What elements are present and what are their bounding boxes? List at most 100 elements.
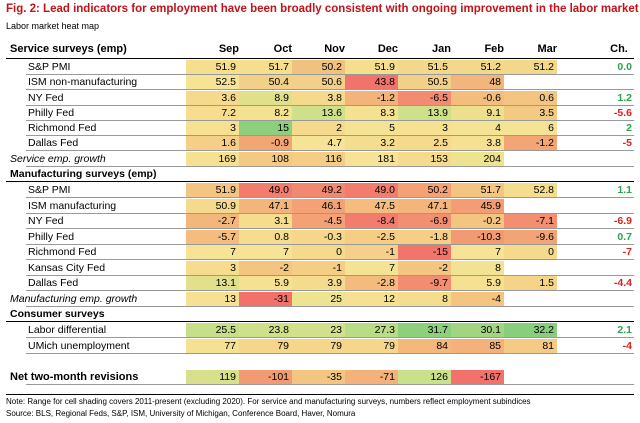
month-header: Feb (484, 43, 504, 55)
month-header: Dec (377, 43, 398, 55)
heatmap-cell: 3.9 (292, 276, 345, 290)
row-label: Kansas City Fed (28, 262, 106, 274)
heatmap-cell: 0 (504, 245, 557, 259)
heatmap-cell: -0.3 (292, 230, 345, 244)
heatmap-cell: 13.6 (292, 106, 345, 120)
heatmap-cell: -31 (239, 292, 292, 306)
heatmap-cell: 51.9 (345, 60, 398, 74)
heatmap-cell: 3.6 (186, 91, 239, 105)
figure-subtitle: Labor market heat map (6, 21, 100, 31)
heatmap-cell (504, 152, 557, 166)
table-row: Kansas City Fed 3 -2 -1 7 -2 8 (6, 261, 634, 276)
heatmap-cell: 50.2 (398, 183, 451, 197)
heatmap-cell: -1.8 (398, 230, 451, 244)
heatmap-cell: 51.9 (186, 60, 239, 74)
heatmap-cell: 5.9 (451, 276, 504, 290)
row-label: NY Fed (28, 92, 64, 104)
table-row: Service emp. growth 169 108 116 181 153 204 (6, 152, 634, 167)
row-label: Philly Fed (28, 107, 75, 119)
heatmap-cell: 3.8 (292, 91, 345, 105)
heatmap-cell: 7 (345, 261, 398, 275)
divider (6, 58, 634, 59)
heatmap-cell: 8.2 (239, 106, 292, 120)
row-label: Dallas Fed (28, 137, 79, 149)
heatmap-cell: 51.9 (186, 183, 239, 197)
heatmap-cell: 50.4 (239, 75, 292, 89)
heatmap-cell: -7.1 (504, 214, 557, 228)
row-separator (26, 150, 634, 151)
table-row: Dallas Fed 1.6 -0.9 4.7 3.2 2.5 3.8 -1.2 -5 (6, 136, 634, 151)
table-row: NY Fed -2.7 3.1 -4.5 -8.4 -6.9 -0.2 -7.1 -6.9 (6, 214, 634, 229)
row-separator (26, 384, 634, 385)
heatmap-cell: 43.8 (345, 75, 398, 89)
heatmap-cell: 81 (504, 339, 557, 353)
heatmap-cell: 49.0 (345, 183, 398, 197)
row-label: Richmond Fed (28, 122, 97, 134)
heatmap-cell: 0 (292, 245, 345, 259)
row-label: Manufacturing emp. growth (10, 293, 138, 305)
row-label: ISM non-manufacturing (28, 76, 138, 88)
heatmap-cell: -1 (345, 245, 398, 259)
row-separator (26, 275, 634, 276)
table-row: NY Fed 3.6 8.9 3.8 -1.2 -6.5 -0.6 0.6 1.2 (6, 91, 634, 106)
footnote: Note: Range for cell shading covers 2011… (6, 397, 531, 406)
heatmap-cell (504, 75, 557, 89)
heatmap-cell: 4 (451, 121, 504, 135)
heatmap-cell: 108 (239, 152, 292, 166)
heatmap-cell: -4.5 (292, 214, 345, 228)
heatmap-cell: -71 (345, 370, 398, 384)
heatmap-cell: -10.3 (451, 230, 504, 244)
row-separator (26, 244, 634, 245)
heatmap-cell: -35 (292, 370, 345, 384)
row-label: UMich unemployment (28, 340, 130, 352)
heatmap-cell: 3 (398, 121, 451, 135)
heatmap-cell: 8.3 (345, 106, 398, 120)
heatmap-cell: 3.8 (451, 136, 504, 150)
heatmap-cell: 51.2 (504, 60, 557, 74)
table-header: Service surveys (emp) Sep Oct Nov Dec Ja… (6, 43, 634, 59)
section-consumer-label: Consumer surveys (10, 308, 105, 320)
heatmap-cell: 2 (292, 121, 345, 135)
heatmap-cell: -2.5 (345, 230, 398, 244)
heatmap-cell: 3.1 (239, 214, 292, 228)
heatmap-cell: 51.7 (239, 60, 292, 74)
heatmap-cell: 119 (186, 370, 239, 384)
row-separator (26, 197, 634, 198)
heatmap-cell: 5 (345, 121, 398, 135)
row-separator (26, 105, 634, 106)
heatmap-cell: -8.4 (345, 214, 398, 228)
heatmap-cell: 6 (504, 121, 557, 135)
row-separator (26, 120, 634, 121)
heatmap-cell: 7 (451, 245, 504, 259)
row-label: Dallas Fed (28, 277, 79, 289)
row-label: ISM manufacturing (28, 200, 117, 212)
heatmap-cell (504, 370, 557, 384)
heatmap-cell: 45.9 (451, 199, 504, 213)
heatmap-cell: -1 (292, 261, 345, 275)
heatmap-cell: -6.5 (398, 91, 451, 105)
heatmap-cell: 49.2 (292, 183, 345, 197)
heatmap-cell: -6.9 (398, 214, 451, 228)
heatmap-cell: 5.9 (239, 276, 292, 290)
heatmap-cell: -2 (398, 261, 451, 275)
heatmap-cell: 204 (451, 152, 504, 166)
heatmap-cell: 51.5 (398, 60, 451, 74)
table-row: Net two-month revisions 119 -101 -35 -71 126-… (6, 370, 634, 385)
heatmap-cell: 153 (398, 152, 451, 166)
row-separator (26, 306, 634, 307)
change-value: 1.1 (617, 184, 632, 196)
heatmap-cell: 8 (451, 261, 504, 275)
section-manufacturing-label: Manufacturing surveys (emp) (10, 168, 157, 180)
table-row: ISM manufacturing 50.9 47.1 46.1 47.5 47.1 45.… (6, 199, 634, 214)
heatmap-cell: -1.2 (504, 136, 557, 150)
month-header: Sep (218, 43, 239, 55)
heatmap-cell: 50.2 (292, 60, 345, 74)
row-separator (26, 228, 634, 229)
table-row: Labor differential 25.5 23.8 23 27.3 31.7 30.1… (6, 323, 634, 338)
heatmap-cell: 25 (292, 292, 345, 306)
table-row: Dallas Fed 13.1 5.9 3.9 -2.8 -9.7 5.9 1.5 -4.4 (6, 276, 634, 291)
heatmap-cell: 7.2 (186, 106, 239, 120)
section-header: Consumer surveys (6, 307, 634, 321)
heatmap-cell: 47.1 (398, 199, 451, 213)
heatmap-cell: -0.2 (451, 214, 504, 228)
